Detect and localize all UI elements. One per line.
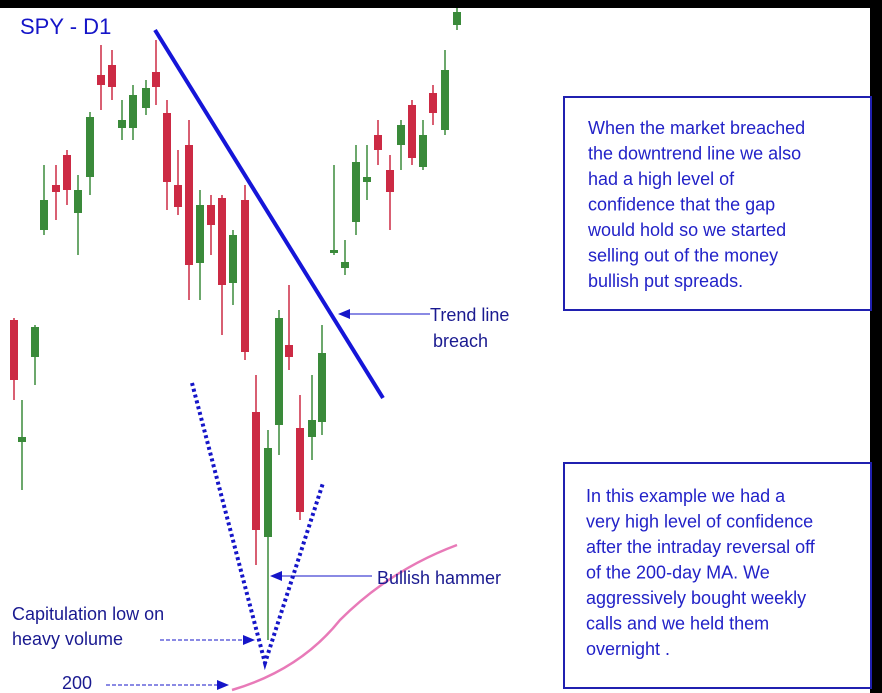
candle-body [229, 235, 237, 283]
candle-body [129, 95, 137, 128]
note-line: confidence that the gap [588, 194, 775, 214]
chart-title: SPY - D1 [20, 14, 111, 39]
note-line: the downtrend line we also [588, 143, 801, 163]
note-line: after the intraday reversal off [586, 537, 816, 557]
candle-body [142, 88, 150, 108]
candle-body [63, 155, 71, 190]
v-pattern [190, 382, 325, 671]
note-line: bullish put spreads. [588, 271, 743, 291]
candle-body [318, 353, 326, 422]
candles [10, 8, 461, 640]
candle-body [196, 205, 204, 263]
candle-body [152, 72, 160, 87]
ma-annotation [106, 680, 229, 690]
candle-body [108, 65, 116, 87]
candle-body [275, 318, 283, 425]
candle-body [174, 185, 182, 207]
candle-body [386, 170, 394, 192]
note-line: would hold so we started [587, 220, 786, 240]
note-line: selling out of the money [588, 245, 778, 265]
candle-body [10, 320, 18, 380]
candle-body [52, 185, 60, 192]
candle-body [441, 70, 449, 130]
candle-body [185, 145, 193, 265]
candle-body [86, 117, 94, 177]
candle-body [429, 93, 437, 113]
capitulation-annotation [160, 635, 255, 645]
candle-body [330, 250, 338, 253]
note-line: When the market breached [588, 118, 805, 138]
annotation: breach [433, 331, 488, 351]
hammer-annotation [270, 571, 372, 581]
candle-body [97, 75, 105, 85]
annotation: Trend line [430, 305, 509, 325]
candle-body [207, 205, 215, 225]
note-box [563, 96, 872, 311]
candle-body [363, 177, 371, 182]
candle-body [18, 437, 26, 442]
note-line: overnight . [586, 639, 670, 659]
candle-body [264, 448, 272, 537]
annotation: Capitulation low on [12, 604, 164, 624]
candle-body [40, 200, 48, 230]
candle-body [374, 135, 382, 150]
arrow-head [270, 571, 282, 581]
candle-body [352, 162, 360, 222]
annotation: Bullish hammer [377, 568, 501, 588]
note-line: aggressively bought weekly [586, 588, 806, 608]
notes: When the market breached the downtrend li… [586, 118, 816, 659]
candle-body [397, 125, 405, 145]
candle-body [218, 198, 226, 285]
note-line: In this example we had a [586, 486, 786, 506]
note-line: of the 200-day MA. We [586, 562, 770, 582]
candle-body [308, 420, 316, 437]
annotation: 200 [62, 673, 92, 693]
trend-annotation [338, 309, 430, 319]
candle-body [118, 120, 126, 128]
arrow-head [243, 635, 255, 645]
candle-body [419, 135, 427, 167]
note-line: had a high level of [588, 169, 735, 189]
candle-body [341, 262, 349, 268]
arrow-head [338, 309, 350, 319]
candle-body [241, 200, 249, 352]
candle-body [453, 12, 461, 25]
note-line: calls and we held them [586, 613, 769, 633]
candle-body [163, 113, 171, 182]
note-box [563, 462, 872, 689]
candle-body [252, 412, 260, 530]
candle-body [296, 428, 304, 512]
candle-body [285, 345, 293, 357]
arrow-head [217, 680, 229, 690]
candle-body [408, 105, 416, 158]
moving-average [231, 543, 458, 692]
trend-line [153, 28, 385, 400]
candle-body [74, 190, 82, 213]
candle-body [31, 327, 39, 357]
annotation: heavy volume [12, 629, 123, 649]
note-line: very high level of confidence [586, 511, 813, 531]
